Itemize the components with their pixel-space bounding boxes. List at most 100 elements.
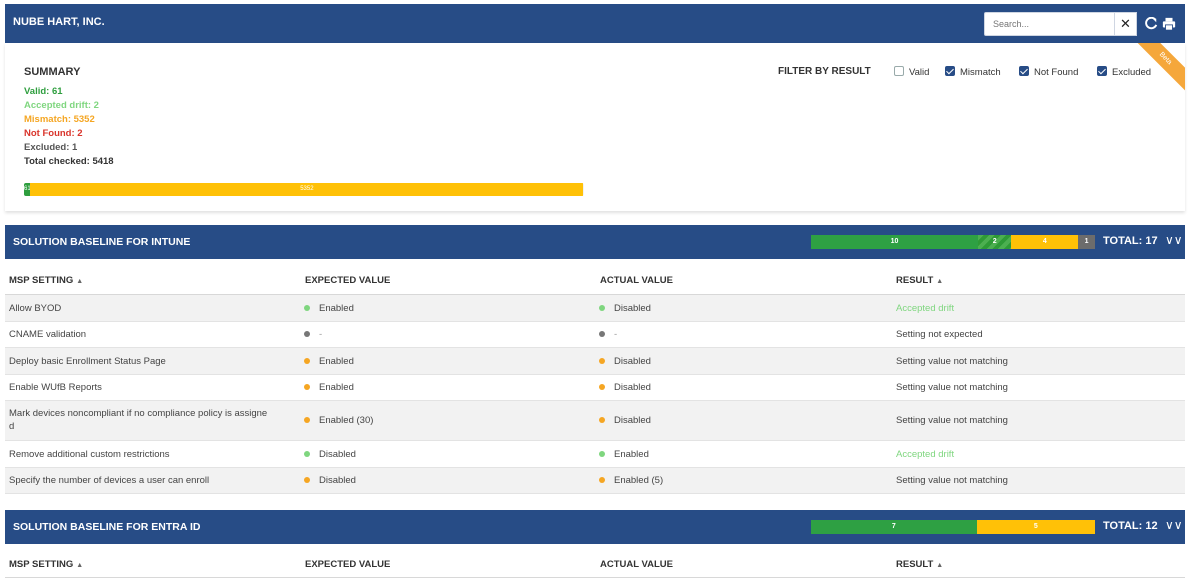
- section-result-bar: 7 5: [811, 520, 1095, 534]
- bar-mismatch-segment: 4: [1011, 235, 1079, 249]
- checkbox-icon[interactable]: [894, 66, 904, 76]
- status-dot-icon: [599, 477, 605, 483]
- search-input[interactable]: [984, 12, 1115, 36]
- bar-accepted-segment: 2: [978, 235, 1012, 249]
- table-row[interactable]: Mark devices noncompliant if no complian…: [5, 401, 1185, 441]
- org-name: NUBE HART, INC.: [13, 16, 105, 28]
- summary-not-found: Not Found: 2: [24, 128, 83, 139]
- actual-value: Disabled: [599, 356, 651, 367]
- summary-valid: Valid: 61: [24, 86, 63, 97]
- column-header-msp-setting[interactable]: MSP SETTING ▲︎: [9, 275, 84, 286]
- progress-valid-segment: 61: [24, 183, 31, 196]
- status-dot-icon: [304, 357, 310, 364]
- column-header-expected-value: EXPECTED VALUE: [305, 559, 391, 570]
- bar-mismatch-segment: 5: [976, 520, 1095, 534]
- expected-value: Disabled: [304, 475, 356, 486]
- column-header-actual-value: ACTUAL VALUE: [600, 559, 674, 570]
- section-total: TOTAL: 17: [1103, 235, 1158, 247]
- expected-value: Disabled: [304, 449, 356, 460]
- close-icon[interactable]: ✕: [1114, 12, 1137, 36]
- bar-valid-segment: 10: [811, 235, 979, 249]
- bar-excluded-segment: 1: [1078, 235, 1095, 249]
- expected-value: Enabled (30): [304, 415, 373, 426]
- expected-value: -: [304, 329, 322, 340]
- setting-name: Specify the number of devices a user can…: [9, 475, 210, 486]
- sort-icon[interactable]: ▲︎: [936, 562, 944, 569]
- status-dot-icon: [304, 450, 310, 457]
- filter-label: FILTER BY RESULT: [778, 66, 871, 77]
- table-row[interactable]: CNAME validation - - Setting not expected: [5, 322, 1185, 348]
- status-dot-icon: [599, 450, 605, 457]
- column-header-result[interactable]: RESULT ▲︎: [896, 275, 944, 286]
- summary-panel: Beta SUMMARY Valid: 61 Accepted drift: 2…: [5, 43, 1185, 211]
- refresh-icon[interactable]: [1144, 17, 1158, 31]
- section-header-intune[interactable]: SOLUTION BASELINE FOR INTUNE 10 2 4 1 TO…: [5, 225, 1185, 259]
- sort-icon[interactable]: ▲︎: [76, 278, 84, 285]
- status-dot-icon: [599, 357, 605, 364]
- result-value: Accepted drift: [896, 448, 955, 460]
- expected-value: Enabled: [304, 303, 354, 314]
- column-header-expected-value: EXPECTED VALUE: [305, 275, 391, 286]
- setting-name: Enable WUfB Reports: [9, 382, 102, 393]
- result-value: Setting value not matching: [896, 415, 1008, 426]
- expected-value: Enabled: [304, 356, 354, 367]
- result-value: Setting value not matching: [896, 475, 1008, 486]
- summary-excluded: Excluded: 1: [24, 142, 78, 153]
- result-value: Setting value not matching: [896, 355, 1008, 367]
- section-header-entra-id[interactable]: SOLUTION BASELINE FOR ENTRA ID 7 5 TOTAL…: [5, 510, 1185, 544]
- top-bar: NUBE HART, INC. ✕: [5, 4, 1185, 43]
- filter-excluded-checkbox[interactable]: Excluded: [1097, 66, 1151, 78]
- filter-not-found-checkbox[interactable]: Not Found: [1019, 66, 1078, 78]
- bar-valid-segment: 7: [811, 520, 977, 534]
- summary-title: SUMMARY: [24, 66, 81, 78]
- summary-total-checked: Total checked: 5418: [24, 156, 114, 167]
- section-title: SOLUTION BASELINE FOR ENTRA ID: [13, 521, 201, 533]
- column-header-actual-value: ACTUAL VALUE: [600, 275, 674, 286]
- table-row[interactable]: Enable WUfB Reports Enabled Disabled Settin…: [5, 375, 1185, 401]
- table-row[interactable]: Remove additional custom restrictions Dis…: [5, 441, 1185, 468]
- status-dot-icon: [599, 304, 605, 311]
- table-row[interactable]: Allow BYOD Enabled Disabled Accepted drift: [5, 295, 1185, 322]
- header-divider: [5, 294, 1185, 295]
- status-dot-icon: [304, 417, 310, 423]
- setting-name: Allow BYOD: [9, 302, 62, 314]
- setting-name: Mark devices noncompliant if no complian…: [9, 408, 268, 432]
- summary-progress-bar: 61 5352: [24, 183, 584, 196]
- chevron-down-icon[interactable]: ∨∨: [1165, 518, 1183, 532]
- status-dot-icon: [599, 417, 605, 423]
- actual-value: Enabled (5): [599, 475, 663, 486]
- actual-value: Disabled: [599, 303, 651, 314]
- filter-valid-checkbox[interactable]: Valid: [894, 66, 929, 78]
- header-divider: [5, 577, 1185, 578]
- setting-name: CNAME validation: [9, 329, 87, 340]
- summary-mismatch: Mismatch: 5352: [24, 114, 95, 125]
- status-dot-icon: [304, 331, 310, 337]
- setting-name: Deploy basic Enrollment Status Page: [9, 355, 166, 367]
- sort-icon[interactable]: ▲︎: [936, 278, 944, 285]
- status-dot-icon: [304, 384, 310, 390]
- actual-value: Disabled: [599, 415, 651, 426]
- column-header-result[interactable]: RESULT ▲︎: [896, 559, 944, 570]
- progress-mismatch-segment: 5352: [30, 183, 584, 196]
- checkbox-checked-icon[interactable]: [945, 66, 955, 76]
- summary-accepted-drift: Accepted drift: 2: [24, 100, 99, 111]
- status-dot-icon: [304, 304, 310, 311]
- print-icon[interactable]: [1162, 17, 1176, 31]
- actual-value: Disabled: [599, 382, 651, 393]
- section-title: SOLUTION BASELINE FOR INTUNE: [13, 236, 191, 248]
- status-dot-icon: [304, 477, 310, 483]
- column-header-msp-setting[interactable]: MSP SETTING ▲︎: [9, 559, 84, 570]
- checkbox-checked-icon[interactable]: [1097, 66, 1107, 76]
- table-row[interactable]: Deploy basic Enrollment Status Page Enabl…: [5, 348, 1185, 375]
- chevron-down-icon[interactable]: ∨∨: [1165, 233, 1183, 247]
- sort-icon[interactable]: ▲︎: [76, 562, 84, 569]
- result-value: Accepted drift: [896, 302, 955, 314]
- section-result-bar: 10 2 4 1: [811, 235, 1095, 249]
- table-row[interactable]: Specify the number of devices a user can…: [5, 468, 1185, 494]
- section-total: TOTAL: 12: [1103, 520, 1158, 532]
- result-value: Setting value not matching: [896, 382, 1008, 393]
- actual-value: -: [599, 329, 617, 340]
- checkbox-checked-icon[interactable]: [1019, 66, 1029, 76]
- filter-mismatch-checkbox[interactable]: Mismatch: [945, 66, 1001, 78]
- status-dot-icon: [599, 384, 605, 390]
